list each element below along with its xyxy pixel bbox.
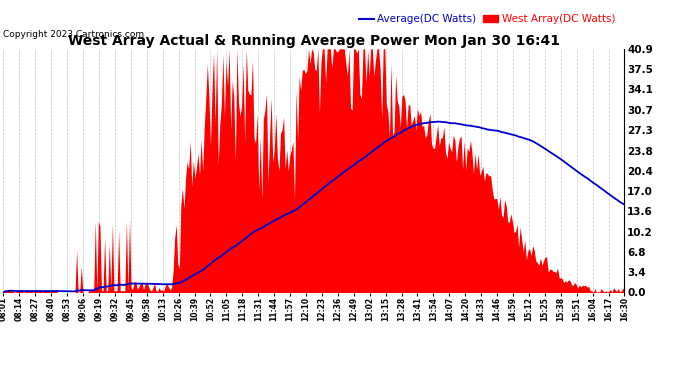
Text: Copyright 2023 Cartronics.com: Copyright 2023 Cartronics.com bbox=[3, 30, 145, 39]
Legend: Average(DC Watts), West Array(DC Watts): Average(DC Watts), West Array(DC Watts) bbox=[355, 10, 619, 28]
Title: West Array Actual & Running Average Power Mon Jan 30 16:41: West Array Actual & Running Average Powe… bbox=[68, 34, 560, 48]
